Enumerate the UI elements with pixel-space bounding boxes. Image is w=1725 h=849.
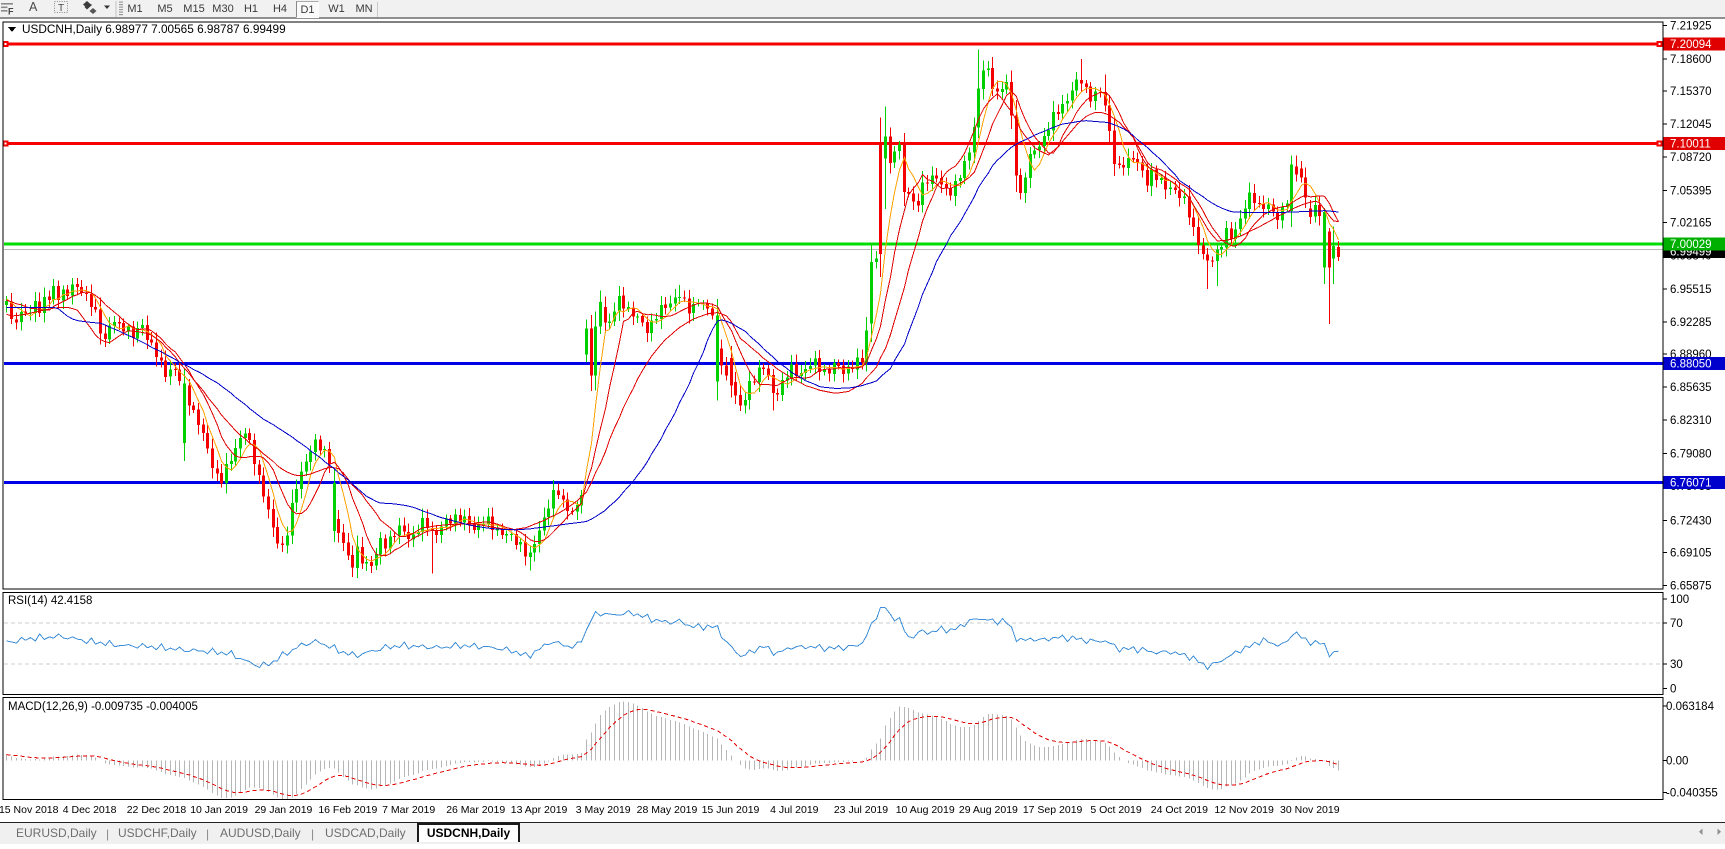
- svg-text:10 Aug 2019: 10 Aug 2019: [896, 804, 955, 816]
- svg-text:4 Dec 2018: 4 Dec 2018: [63, 804, 117, 816]
- svg-text:3 May 2019: 3 May 2019: [576, 804, 631, 816]
- svg-text:5 Oct 2019: 5 Oct 2019: [1090, 804, 1142, 816]
- svg-text:12 Nov 2019: 12 Nov 2019: [1214, 804, 1274, 816]
- svg-text:6.88050: 6.88050: [1670, 358, 1712, 370]
- svg-text:6.69105: 6.69105: [1670, 548, 1712, 560]
- svg-text:6.82310: 6.82310: [1670, 415, 1712, 427]
- svg-text:24 Oct 2019: 24 Oct 2019: [1151, 804, 1208, 816]
- svg-text:-0.040355: -0.040355: [1666, 788, 1718, 800]
- svg-text:7.21925: 7.21925: [1670, 21, 1712, 33]
- svg-text:70: 70: [1670, 618, 1683, 630]
- svg-text:30: 30: [1670, 659, 1683, 671]
- svg-text:7.12045: 7.12045: [1670, 119, 1712, 131]
- svg-text:0.00: 0.00: [1666, 755, 1688, 767]
- svg-text:0.063184: 0.063184: [1666, 701, 1715, 713]
- svg-text:10 Jan 2019: 10 Jan 2019: [190, 804, 248, 816]
- svg-text:MACD(12,26,9) -0.009735 -0.004: MACD(12,26,9) -0.009735 -0.004005: [8, 701, 198, 713]
- svg-text:7.18600: 7.18600: [1670, 54, 1712, 66]
- svg-text:7.00029: 7.00029: [1670, 239, 1712, 251]
- svg-text:30 Nov 2019: 30 Nov 2019: [1280, 804, 1340, 816]
- svg-text:15 Jun 2019: 15 Jun 2019: [702, 804, 760, 816]
- svg-text:6.79080: 6.79080: [1670, 449, 1712, 461]
- svg-text:7 Mar 2019: 7 Mar 2019: [382, 804, 435, 816]
- svg-text:28 May 2019: 28 May 2019: [637, 804, 698, 816]
- svg-text:0: 0: [1670, 684, 1676, 696]
- svg-text:6.76071: 6.76071: [1670, 477, 1712, 489]
- svg-text:4 Jul 2019: 4 Jul 2019: [770, 804, 819, 816]
- svg-text:7.10011: 7.10011: [1670, 139, 1711, 151]
- svg-text:6.65875: 6.65875: [1670, 580, 1712, 592]
- svg-text:100: 100: [1670, 594, 1689, 606]
- svg-text:16 Feb 2019: 16 Feb 2019: [318, 804, 377, 816]
- svg-text:7.20094: 7.20094: [1670, 39, 1712, 51]
- svg-text:6.95515: 6.95515: [1670, 284, 1712, 296]
- svg-text:7.08720: 7.08720: [1670, 152, 1712, 164]
- svg-text:23 Jul 2019: 23 Jul 2019: [834, 804, 888, 816]
- svg-text:6.72430: 6.72430: [1670, 516, 1712, 528]
- svg-text:7.02165: 7.02165: [1670, 218, 1712, 230]
- svg-text:29 Jan 2019: 29 Jan 2019: [255, 804, 313, 816]
- svg-text:6.92285: 6.92285: [1670, 317, 1712, 329]
- svg-text:17 Sep 2019: 17 Sep 2019: [1023, 804, 1083, 816]
- svg-text:6.85635: 6.85635: [1670, 382, 1712, 394]
- svg-text:29 Aug 2019: 29 Aug 2019: [959, 804, 1018, 816]
- svg-text:RSI(14) 42.4158: RSI(14) 42.4158: [8, 595, 92, 607]
- svg-text:15 Nov 2018: 15 Nov 2018: [0, 804, 59, 816]
- svg-text:7.15370: 7.15370: [1670, 86, 1712, 98]
- svg-text:7.05395: 7.05395: [1670, 185, 1712, 197]
- svg-text:13 Apr 2019: 13 Apr 2019: [511, 804, 568, 816]
- svg-text:22 Dec 2018: 22 Dec 2018: [127, 804, 187, 816]
- svg-text:USDCNH,Daily 6.98977 7.00565: USDCNH,Daily 6.98977 7.00565 6.98787 6.9…: [22, 22, 286, 36]
- svg-text:26 Mar 2019: 26 Mar 2019: [446, 804, 505, 816]
